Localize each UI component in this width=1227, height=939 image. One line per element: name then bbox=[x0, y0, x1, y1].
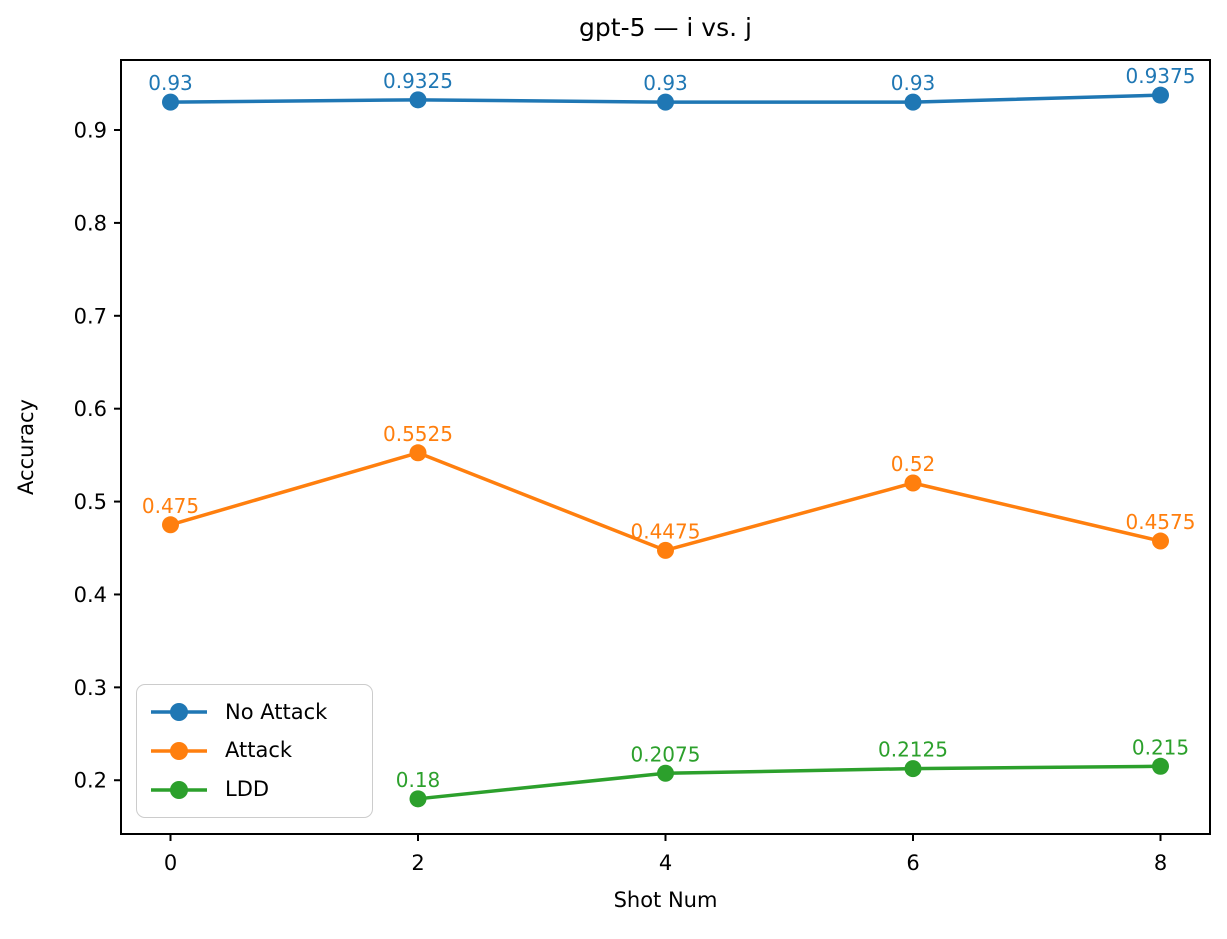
point-value-label: 0.93 bbox=[643, 71, 688, 95]
data-point-marker bbox=[904, 760, 922, 778]
point-value-label: 0.475 bbox=[142, 494, 199, 518]
data-point-marker bbox=[409, 444, 427, 462]
point-value-label: 0.93 bbox=[148, 71, 193, 95]
point-value-label: 0.4475 bbox=[631, 519, 701, 543]
point-value-label: 0.215 bbox=[1132, 735, 1189, 759]
point-value-label: 0.4575 bbox=[1126, 510, 1196, 534]
data-point-marker bbox=[1152, 86, 1169, 104]
y-tick-label: 0.8 bbox=[74, 211, 107, 235]
data-point-marker bbox=[904, 474, 922, 492]
point-value-label: 0.93 bbox=[891, 71, 936, 95]
legend-item-attack: Attack bbox=[149, 740, 362, 762]
data-point-marker bbox=[657, 764, 674, 782]
chart-title: gpt-5 — i vs. j bbox=[579, 13, 752, 42]
point-value-label: 0.18 bbox=[396, 768, 441, 792]
legend-sample-line-icon bbox=[151, 741, 207, 760]
y-tick-label: 0.6 bbox=[74, 397, 107, 421]
legend-sample-line-icon bbox=[151, 703, 207, 722]
y-axis-label: Accuracy bbox=[14, 399, 38, 495]
legend-item-ldd: LDD bbox=[149, 779, 362, 801]
legend-item-no-attack: No Attack bbox=[149, 701, 362, 723]
x-tick-label: 2 bbox=[411, 851, 424, 875]
point-value-label: 0.2125 bbox=[878, 738, 948, 762]
data-point-marker bbox=[409, 91, 427, 109]
x-tick-label: 8 bbox=[1154, 851, 1167, 875]
point-value-label: 0.9325 bbox=[383, 69, 453, 93]
data-point-marker bbox=[162, 93, 179, 111]
data-point-marker bbox=[657, 93, 674, 111]
legend-label-ldd: LDD bbox=[225, 777, 270, 802]
point-value-label: 0.52 bbox=[891, 452, 936, 476]
x-tick-label: 6 bbox=[906, 851, 919, 875]
point-value-label: 0.2075 bbox=[631, 742, 701, 766]
y-tick-label: 0.4 bbox=[74, 583, 107, 607]
data-point-marker bbox=[409, 790, 427, 808]
x-axis-label: Shot Num bbox=[613, 888, 718, 912]
y-tick-label: 0.7 bbox=[74, 304, 107, 328]
legend-sample-line-icon bbox=[151, 780, 207, 799]
data-point-marker bbox=[904, 93, 922, 111]
data-point-marker bbox=[657, 541, 674, 559]
legend-label-attack: Attack bbox=[225, 738, 293, 763]
legend-label-no-attack: No Attack bbox=[225, 699, 328, 724]
series-line bbox=[416, 764, 1163, 801]
legend: No Attack Attack LDD bbox=[136, 684, 373, 818]
x-tick-label: 0 bbox=[164, 851, 177, 875]
data-point-marker bbox=[162, 516, 179, 534]
point-value-label: 0.9375 bbox=[1126, 64, 1196, 88]
x-tick-label: 4 bbox=[659, 851, 672, 875]
data-point-marker bbox=[1152, 757, 1169, 775]
y-tick-label: 0.3 bbox=[74, 676, 107, 700]
y-tick-label: 0.5 bbox=[74, 490, 107, 514]
y-tick-label: 0.2 bbox=[74, 769, 107, 793]
data-point-marker bbox=[1152, 532, 1169, 550]
point-value-label: 0.5525 bbox=[383, 422, 453, 446]
y-tick-label: 0.9 bbox=[74, 119, 107, 143]
